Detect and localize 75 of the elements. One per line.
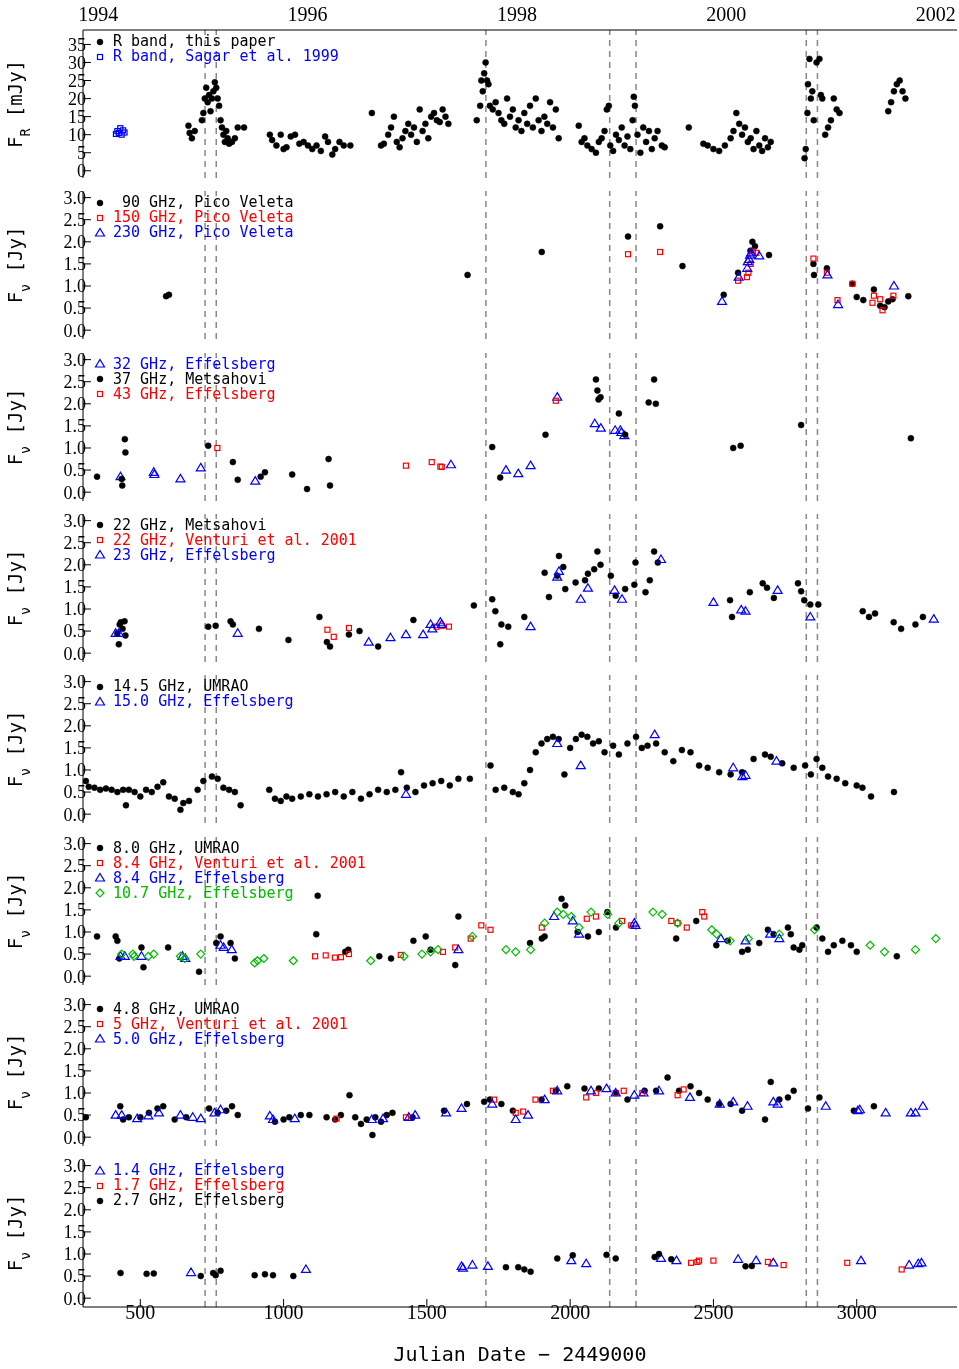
y-tick-label: 3.0 — [63, 1156, 86, 1177]
y-tick-label: 5 — [77, 143, 86, 164]
x-tick-label: 500 — [125, 1301, 156, 1324]
legend-label: 8.0 GHz, UMRAO — [113, 838, 240, 857]
legend-label: 32 GHz, Effelsberg — [113, 354, 276, 373]
x2-tick-label: 1998 — [495, 2, 538, 26]
y-tick-label: 1.0 — [63, 599, 86, 620]
y-tick-label: 1.0 — [63, 437, 86, 458]
y-tick-label: 1.5 — [63, 577, 86, 598]
legend-label: R band, this paper — [113, 32, 276, 50]
x2-tick-label: 2000 — [705, 2, 748, 26]
y-tick-label: 35 — [68, 34, 86, 55]
y-tick-label: 0.5 — [63, 1266, 86, 1287]
y-tick-label: 0.5 — [63, 943, 86, 964]
y-tick-label: 1.0 — [63, 760, 86, 781]
legend-label: 230 GHz, Pico Veleta — [113, 223, 294, 242]
y-tick-label: 30 — [68, 52, 86, 73]
y-tick-label: 0.0 — [63, 1288, 86, 1309]
y-tick-label: 2.0 — [63, 716, 86, 737]
y-tick-label: 1.0 — [63, 1083, 86, 1104]
y-tick-label: 2.5 — [63, 855, 86, 876]
y-tick-label: 0.5 — [63, 621, 86, 642]
y-tick-label: 2.5 — [63, 694, 86, 715]
y-tick-label: 10 — [68, 125, 86, 146]
y-tick-label: 2.5 — [63, 1178, 86, 1199]
y-tick-label: 1.5 — [63, 738, 86, 759]
x-tick-label: 3000 — [836, 1301, 877, 1324]
y-tick-label: 2.0 — [63, 555, 86, 576]
y-tick-label: 2.5 — [63, 210, 86, 231]
y-tick-label: 2.0 — [63, 1038, 86, 1059]
y-tick-label: 2.0 — [63, 232, 86, 253]
x2-tick-label: 1996 — [286, 2, 329, 26]
y-tick-label: 1.5 — [63, 415, 86, 436]
y-tick-label: 0.5 — [63, 460, 86, 481]
y-tick-label: 15 — [68, 107, 86, 128]
y-tick-label: 1.0 — [63, 1244, 86, 1265]
y-tick-label: 2.5 — [63, 371, 86, 392]
y-tick-label: 0.0 — [63, 643, 86, 664]
legend-label: 4.8 GHz, UMRAO — [113, 999, 240, 1018]
x-tick-label: 1000 — [263, 1301, 304, 1324]
x-tick-label: 2000 — [550, 1301, 591, 1324]
legend-label: 22 GHz, Metsahovi — [113, 515, 267, 534]
x2-tick-label: 2002 — [914, 2, 957, 26]
y-tick-label: 0.5 — [63, 782, 86, 803]
y-tick-label: 0 — [77, 161, 86, 182]
y-tick-label: 1.5 — [63, 1061, 86, 1082]
x2-tick-label: 1994 — [77, 2, 120, 26]
y-tick-label: 3.0 — [63, 349, 86, 370]
y-tick-label: 3.0 — [63, 188, 86, 209]
y-tick-label: 3.0 — [63, 833, 86, 854]
y-tick-label: 3.0 — [63, 994, 86, 1015]
x-tick-label: 1500 — [406, 1301, 447, 1324]
y-tick-label: 3.0 — [63, 672, 86, 693]
y-tick-label: 0.0 — [63, 320, 86, 341]
legend-label: 15.0 GHz, Effelsberg — [113, 692, 294, 711]
y-tick-label: 0.0 — [63, 966, 86, 987]
y-tick-label: 20 — [68, 88, 86, 109]
y-tick-label: 2.0 — [63, 393, 86, 414]
y-tick-label: 2.0 — [63, 877, 86, 898]
x-tick-label: 2500 — [693, 1301, 734, 1324]
y-tick-label: 3.0 — [63, 510, 86, 531]
x-axis-title: Julian Date − 2449000 — [393, 1342, 647, 1367]
y-tick-label: 1.5 — [63, 1222, 86, 1243]
y-tick-label: 2.0 — [63, 1200, 86, 1221]
y-tick-label: 2.5 — [63, 533, 86, 553]
y-tick-label: 25 — [68, 70, 86, 91]
y-tick-label: 0.0 — [63, 482, 86, 503]
y-tick-label: 2.5 — [63, 1016, 86, 1037]
y-tick-label: 0.5 — [63, 298, 86, 319]
y-tick-label: 1.5 — [63, 899, 86, 920]
y-tick-label: 0.0 — [63, 804, 86, 825]
y-tick-label: 1.5 — [63, 254, 86, 275]
y-tick-label: 1.0 — [63, 921, 86, 942]
y-tick-label: 0.0 — [63, 1127, 86, 1148]
y-tick-label: 1.0 — [63, 276, 86, 297]
